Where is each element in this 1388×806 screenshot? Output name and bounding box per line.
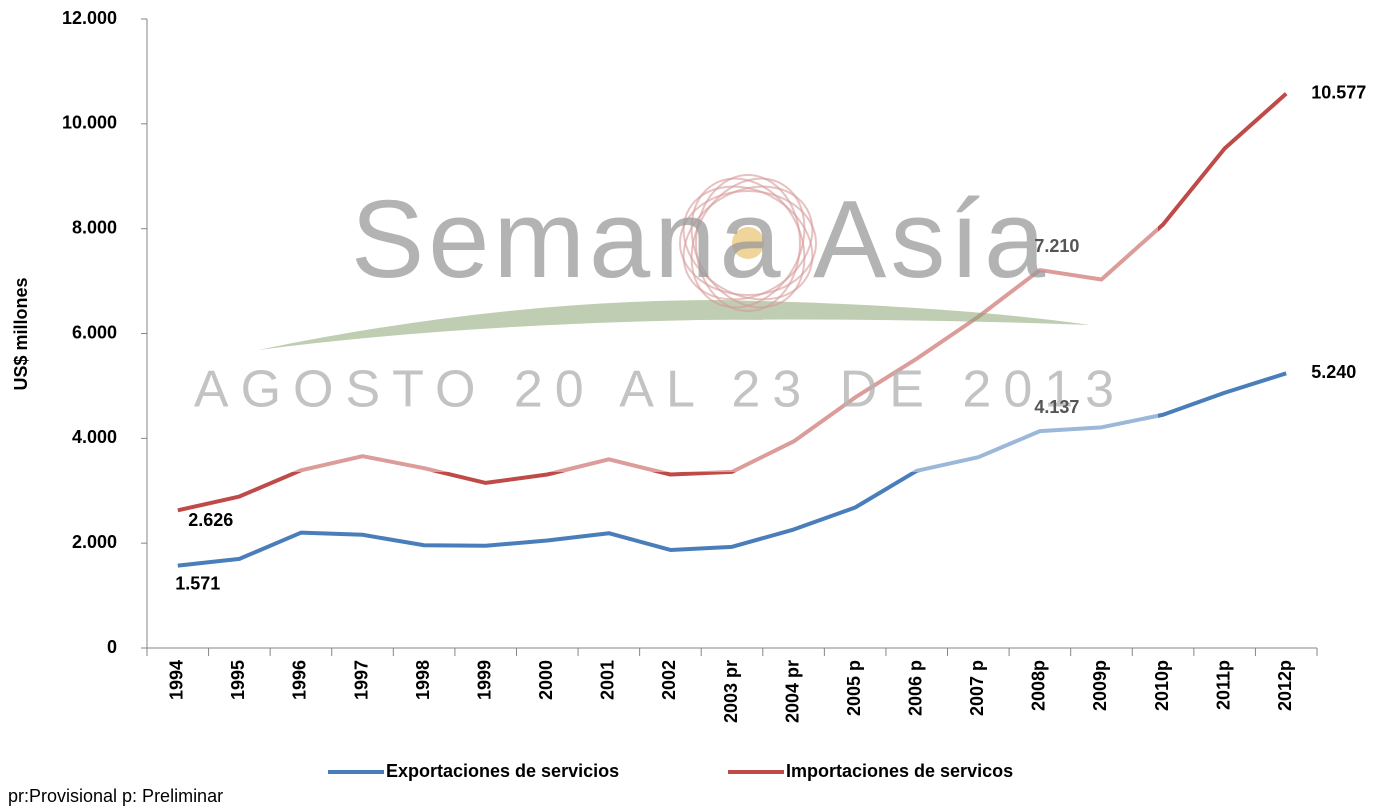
watermark-logo bbox=[682, 185, 814, 301]
watermark-logo bbox=[690, 177, 806, 309]
y-axis-label: US$ millones bbox=[11, 277, 31, 390]
x-tick-label: 2004 pr bbox=[782, 660, 802, 723]
x-tick-label: 2009p bbox=[1090, 660, 1110, 711]
x-tick-label: 2010p bbox=[1152, 660, 1172, 711]
y-tick-label: 6.000 bbox=[72, 322, 117, 342]
x-tick-label: 2000 bbox=[536, 660, 556, 700]
x-tick-label: 2011p bbox=[1213, 660, 1233, 710]
x-tick-label: 2002 bbox=[659, 660, 679, 700]
y-tick-label: 4.000 bbox=[72, 427, 117, 447]
watermark-title: Semana Asía bbox=[351, 178, 1049, 301]
legend-label: Exportaciones de servicios bbox=[386, 761, 619, 781]
x-tick-label: 2003 pr bbox=[721, 660, 741, 723]
watermark-swoosh bbox=[258, 300, 1090, 350]
data-label: 7.210 bbox=[1034, 236, 1079, 256]
watermark-backdrop bbox=[198, 110, 1158, 472]
series-line bbox=[177, 371, 1287, 568]
x-tick-label: 1997 bbox=[351, 660, 371, 700]
watermark-logo bbox=[695, 174, 801, 312]
watermark-logo-center bbox=[732, 227, 764, 259]
x-tick-label: 2006 p bbox=[905, 660, 925, 716]
watermark-logo bbox=[682, 185, 814, 301]
x-tick-label: 2012p bbox=[1275, 660, 1295, 711]
footnote: pr:Provisional p: Preliminar bbox=[8, 786, 223, 806]
x-tick-label: 2005 p bbox=[844, 660, 864, 716]
x-tick-label: 1995 bbox=[228, 660, 248, 700]
series-line bbox=[177, 92, 1288, 513]
x-tick-label: 2007 p bbox=[967, 660, 987, 716]
x-tick-label: 2008p bbox=[1029, 660, 1049, 711]
y-tick-label: 12.000 bbox=[62, 8, 117, 28]
x-tick-label: 1994 bbox=[167, 660, 187, 700]
x-tick-label: 1998 bbox=[413, 660, 433, 700]
legend-label: Importaciones de servicos bbox=[786, 761, 1013, 781]
x-tick-label: 2001 bbox=[598, 660, 618, 700]
data-label: 5.240 bbox=[1311, 362, 1356, 382]
watermark-subtitle: AGOSTO 20 AL 23 DE 2013 bbox=[194, 361, 1126, 419]
watermark-logo bbox=[679, 190, 817, 296]
watermark-logo bbox=[690, 177, 806, 309]
data-label: 10.577 bbox=[1311, 82, 1366, 102]
y-tick-label: 10.000 bbox=[62, 113, 117, 133]
data-label: 1.571 bbox=[175, 573, 220, 593]
x-tick-label: 1999 bbox=[474, 660, 494, 700]
data-label: 2.626 bbox=[188, 510, 233, 530]
data-label: 4.137 bbox=[1034, 397, 1079, 417]
y-tick-label: 8.000 bbox=[72, 217, 117, 237]
x-tick-label: 1996 bbox=[290, 660, 310, 700]
y-tick-label: 2.000 bbox=[72, 532, 117, 552]
y-tick-label: 0 bbox=[107, 637, 117, 657]
